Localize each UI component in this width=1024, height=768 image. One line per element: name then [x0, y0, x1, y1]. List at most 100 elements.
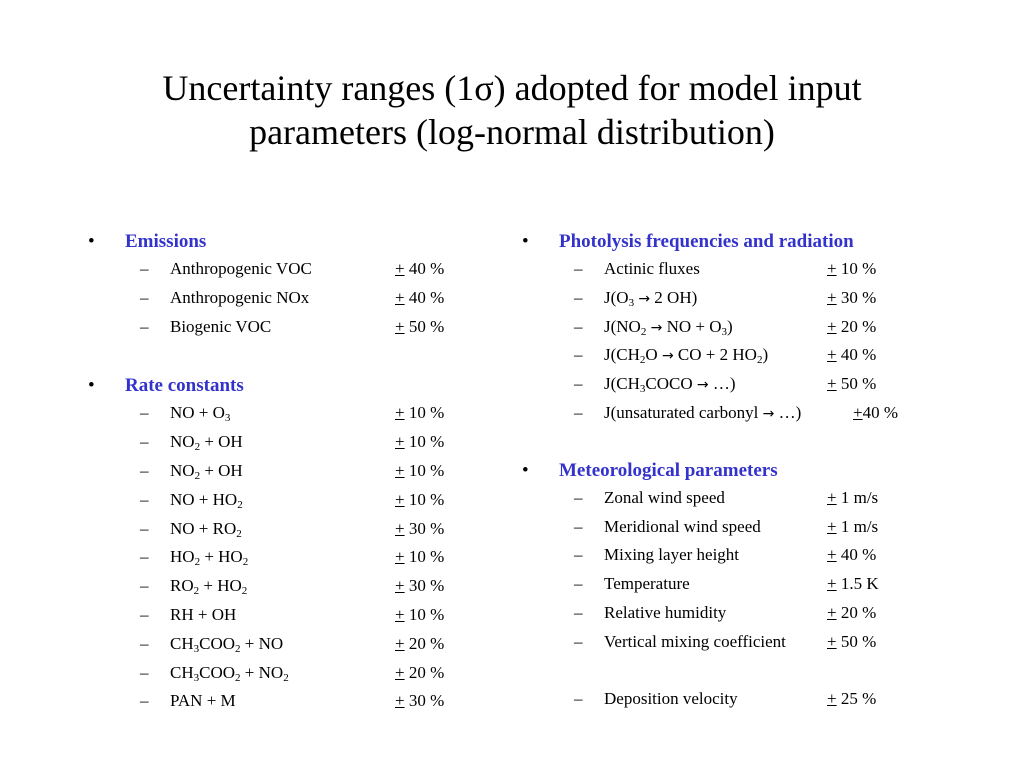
item-value: + 50 %: [827, 631, 877, 651]
item-value: + 10 %: [395, 460, 445, 480]
item-name: CH3COO2 + NO: [170, 633, 284, 655]
subscript: 2: [194, 556, 201, 569]
list-item: – CH3COO2 + NO + 20 %: [88, 630, 488, 659]
item-value: + 25 %: [827, 689, 877, 709]
plus-minus-sign: +: [395, 316, 405, 336]
subscript: 2: [283, 671, 289, 684]
item-name: Biogenic VOC: [170, 316, 272, 336]
dash-marker: –: [140, 403, 149, 423]
dash-marker: –: [140, 691, 149, 711]
list-item: – NO2 + OH + 10 %: [88, 457, 488, 486]
dash-marker: –: [574, 374, 583, 394]
bullet-icon: •: [522, 231, 529, 252]
arrow-icon: →: [696, 377, 709, 394]
item-value: + 50 %: [395, 316, 445, 336]
list-item: – PAN + M + 30 %: [88, 687, 488, 716]
subscript: 3: [224, 412, 231, 425]
dash-marker: –: [574, 574, 583, 594]
item-value: + 50 %: [827, 374, 877, 394]
list-item: – J(CH2O → CO + 2 HO2) + 40 %: [522, 341, 1002, 370]
plus-minus-sign: +: [395, 403, 405, 423]
plus-minus-sign: +: [827, 259, 837, 278]
subscript: 2: [241, 585, 248, 598]
plus-minus-sign: +: [395, 518, 405, 538]
list-item: – Anthropogenic VOC + 40 %: [88, 255, 488, 284]
dash-marker: –: [574, 316, 583, 336]
item-name: Anthropogenic NOx: [170, 287, 310, 307]
subscript: 3: [639, 383, 646, 396]
list-item: – Relative humidity + 20 %: [522, 599, 1002, 628]
item-value: + 30 %: [827, 287, 877, 307]
dash-marker: –: [140, 547, 149, 567]
plus-minus-sign: +: [395, 287, 405, 307]
item-name: HO2 + HO2: [170, 547, 249, 569]
item-name: Actinic fluxes: [604, 259, 700, 278]
item-name: J(O3 → 2 OH): [604, 287, 698, 309]
meteorological-heading: • Meteorological parameters: [522, 458, 1002, 484]
left-column: • Emissions – Anthropogenic VOC + 40 % – Ant…: [88, 229, 488, 716]
subscript: 2: [193, 585, 200, 598]
list-item: – Mixing layer height + 40 %: [522, 541, 1002, 570]
dash-marker: –: [574, 516, 583, 536]
list-item: – J(NO2 → NO + O3) + 20 %: [522, 313, 1002, 342]
item-value: + 10 %: [395, 432, 445, 452]
dash-marker: –: [140, 604, 149, 624]
dash-marker: –: [574, 259, 583, 278]
item-name: Anthropogenic VOC: [170, 259, 312, 278]
item-value: + 30 %: [395, 518, 445, 538]
subscript: 2: [242, 556, 249, 569]
item-value: + 30 %: [395, 576, 445, 596]
dash-marker: –: [574, 345, 583, 365]
list-item: – RH + OH + 10 %: [88, 601, 488, 630]
item-value: +40 %: [853, 402, 899, 422]
item-value: + 1 m/s: [827, 516, 879, 536]
list-item: – Zonal wind speed + 1 m/s: [522, 484, 1002, 513]
list-item: – Vertical mixing coefficient + 50 %: [522, 628, 1002, 657]
plus-minus-sign: +: [827, 689, 837, 709]
item-name: Mixing layer height: [604, 545, 740, 565]
dash-marker: –: [574, 602, 583, 622]
section-spacer: [522, 428, 1002, 458]
list-item: – NO + O3 + 10 %: [88, 399, 488, 428]
dash-marker: –: [140, 633, 149, 653]
item-name: NO + HO2: [170, 489, 243, 511]
dash-marker: –: [574, 402, 583, 422]
plus-minus-sign: +: [827, 345, 837, 365]
item-value: + 20 %: [827, 602, 877, 622]
subscript: 3: [193, 671, 200, 684]
bullet-icon: •: [522, 459, 529, 481]
dash-marker: –: [140, 489, 149, 509]
arrow-icon: →: [638, 290, 651, 307]
list-spacer: [522, 657, 1002, 686]
plus-minus-sign: +: [827, 545, 837, 565]
dash-marker: –: [574, 689, 583, 709]
emissions-heading-label: Emissions: [125, 231, 207, 252]
plus-minus-sign: +: [395, 489, 405, 509]
dash-marker: –: [574, 487, 583, 507]
photolysis-heading-label: Photolysis frequencies and radiation: [559, 231, 854, 252]
dash-marker: –: [574, 545, 583, 565]
dash-marker: –: [574, 631, 583, 651]
plus-minus-sign: +: [395, 259, 405, 278]
plus-minus-sign: +: [827, 374, 837, 394]
item-name: NO + RO2: [170, 518, 242, 540]
rate-constants-list: – NO + O3 + 10 % – NO2 + OH + 10 % – NO2 + OH + …: [88, 399, 488, 716]
subscript: 2: [640, 325, 647, 338]
arrow-icon: →: [762, 405, 775, 422]
item-value: + 40 %: [395, 287, 445, 307]
dash-marker: –: [140, 259, 149, 278]
item-name: Vertical mixing coefficient: [604, 631, 786, 651]
list-item: – J(CH3COCO → …) + 50 %: [522, 370, 1002, 399]
item-value: + 40 %: [827, 545, 877, 565]
item-name: Meridional wind speed: [604, 516, 761, 536]
list-item: – HO2 + HO2 + 10 %: [88, 543, 488, 572]
list-item: – Meridional wind speed + 1 m/s: [522, 513, 1002, 542]
subscript: 2: [194, 469, 201, 482]
item-value: + 1.5 K: [827, 574, 879, 594]
subscript: 2: [235, 671, 241, 684]
item-value: + 10 %: [395, 489, 445, 509]
item-value: + 20 %: [827, 316, 877, 336]
list-item: – J(O3 → 2 OH) + 30 %: [522, 284, 1002, 313]
list-item: – Biogenic VOC + 50 %: [88, 313, 488, 342]
list-item: – Temperature + 1.5 K: [522, 570, 1002, 599]
